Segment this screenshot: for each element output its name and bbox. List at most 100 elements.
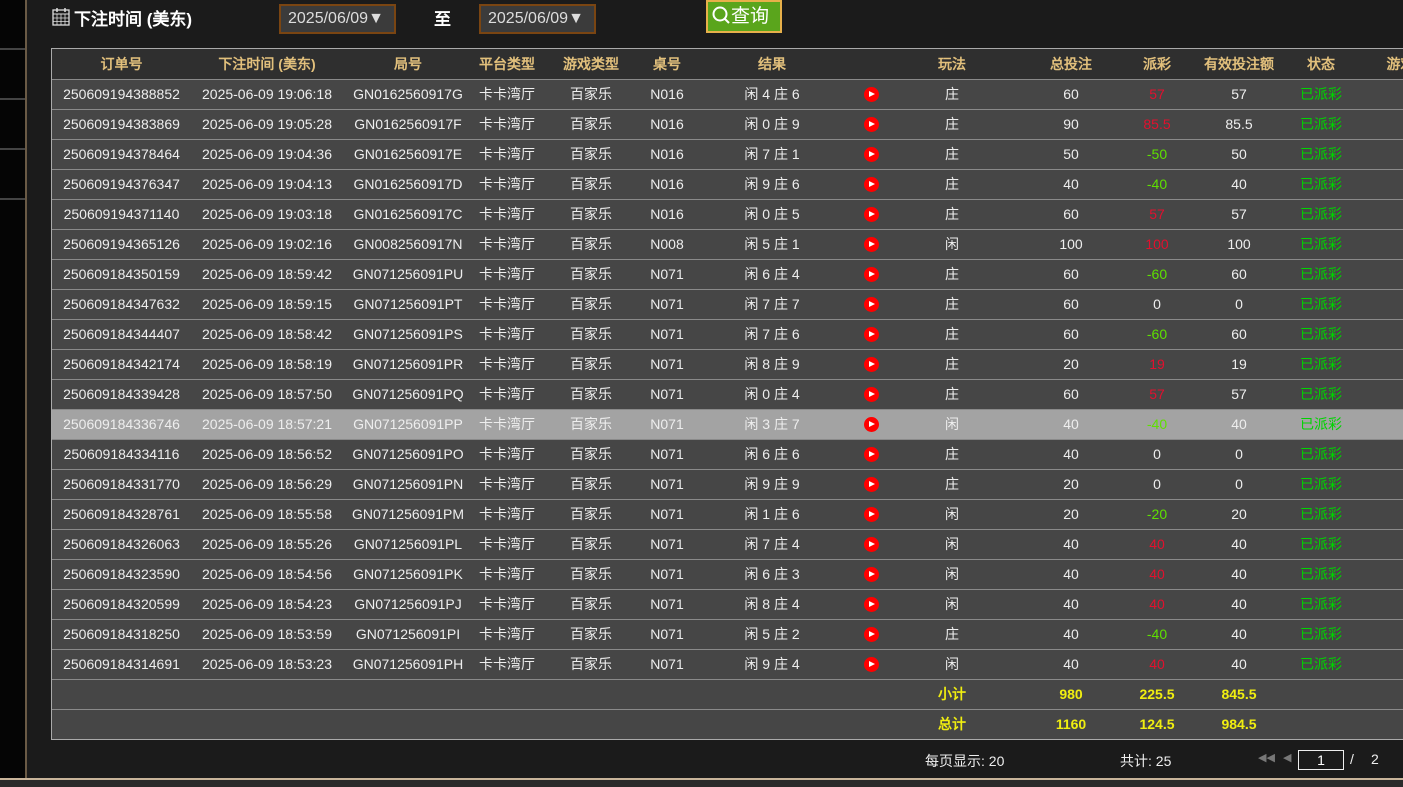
- total-bet-cell: 40: [1013, 619, 1129, 650]
- sidebar-item[interactable]: [0, 0, 25, 50]
- play-video-icon[interactable]: [863, 537, 879, 553]
- sidebar-item[interactable]: [0, 150, 25, 200]
- table-row[interactable]: 250609184347632 2025-06-09 18:59:15 GN0712…: [52, 289, 1403, 320]
- date-from-select[interactable]: 2025/06/09▼: [279, 4, 396, 34]
- status-cell: 已派彩: [1293, 559, 1349, 590]
- table-no-cell: N016: [641, 139, 693, 170]
- sidebar-item[interactable]: [0, 50, 25, 100]
- play-video-icon[interactable]: [863, 657, 879, 673]
- play-video-icon[interactable]: [863, 357, 879, 373]
- date-to-select[interactable]: 2025/06/09▼: [479, 4, 596, 34]
- play-video-icon[interactable]: [863, 147, 879, 163]
- platform-cell: 卡卡湾厅: [473, 289, 541, 320]
- bet-time-label: 下注时间 (美东): [74, 10, 193, 29]
- round-id-cell: GN071256091PI: [343, 619, 473, 650]
- round-id-cell: GN071256091PL: [343, 529, 473, 560]
- order-id-cell: 250609184344407: [52, 319, 191, 350]
- play-video-icon[interactable]: [863, 627, 879, 643]
- replay-cell: [851, 529, 891, 560]
- play-cell: 庄: [891, 259, 1013, 290]
- play-video-icon[interactable]: [863, 267, 879, 283]
- play-video-icon[interactable]: [863, 417, 879, 433]
- table-row[interactable]: 250609184326063 2025-06-09 18:55:26 GN0712…: [52, 529, 1403, 560]
- game-cell: [1349, 169, 1403, 200]
- payout-cell: -60: [1129, 259, 1185, 290]
- result-cell: 闲 7 庄 7: [693, 289, 851, 320]
- table-row[interactable]: 250609184336746 2025-06-09 18:57:21 GN0712…: [52, 409, 1403, 440]
- game-type-cell: 百家乐: [541, 289, 641, 320]
- bet-time-cell: 2025-06-09 18:58:19: [191, 349, 343, 380]
- play-video-icon[interactable]: [863, 237, 879, 253]
- payout-cell: 57: [1129, 379, 1185, 410]
- play-video-icon[interactable]: [863, 327, 879, 343]
- total-bet-cell: 60: [1013, 259, 1129, 290]
- total-bet-cell: 60: [1013, 79, 1129, 110]
- calendar-icon: [52, 8, 70, 26]
- game-cell: [1349, 289, 1403, 320]
- table-row[interactable]: 250609184334116 2025-06-09 18:56:52 GN0712…: [52, 439, 1403, 470]
- replay-cell: [851, 469, 891, 500]
- play-video-icon[interactable]: [863, 477, 879, 493]
- sidebar-item[interactable]: [0, 100, 25, 150]
- result-cell: 闲 1 庄 6: [693, 499, 851, 530]
- play-video-icon[interactable]: [863, 177, 879, 193]
- table-row[interactable]: 250609184323590 2025-06-09 18:54:56 GN0712…: [52, 559, 1403, 590]
- play-video-icon[interactable]: [863, 447, 879, 463]
- valid-bet-cell: 0: [1185, 289, 1293, 320]
- payout-cell: -60: [1129, 319, 1185, 350]
- play-video-icon[interactable]: [863, 597, 879, 613]
- table-row[interactable]: 250609194383869 2025-06-09 19:05:28 GN0162…: [52, 109, 1403, 140]
- table-no-cell: N071: [641, 259, 693, 290]
- round-id-cell: GN071256091PR: [343, 349, 473, 380]
- table-no-cell: N071: [641, 649, 693, 680]
- prev-page-icon[interactable]: ◀: [1283, 752, 1292, 764]
- game-cell: [1349, 529, 1403, 560]
- play-video-icon[interactable]: [863, 207, 879, 223]
- table-row[interactable]: 250609184350159 2025-06-09 18:59:42 GN0712…: [52, 259, 1403, 290]
- order-id-cell: 250609184323590: [52, 559, 191, 590]
- table-row[interactable]: 250609194365126 2025-06-09 19:02:16 GN0082…: [52, 229, 1403, 260]
- play-video-icon[interactable]: [863, 387, 879, 403]
- game-cell: [1349, 589, 1403, 620]
- sidebar: [0, 0, 27, 778]
- payout-cell: 0: [1129, 469, 1185, 500]
- table-row[interactable]: 250609194371140 2025-06-09 19:03:18 GN0162…: [52, 199, 1403, 230]
- replay-cell: [851, 169, 891, 200]
- payout-cell: 0: [1129, 439, 1185, 470]
- game-type-cell: 百家乐: [541, 559, 641, 590]
- table-row[interactable]: 250609184344407 2025-06-09 18:58:42 GN0712…: [52, 319, 1403, 350]
- table-row[interactable]: 250609184339428 2025-06-09 18:57:50 GN0712…: [52, 379, 1403, 410]
- play-video-icon[interactable]: [863, 117, 879, 133]
- valid-bet-cell: 57: [1185, 379, 1293, 410]
- play-video-icon[interactable]: [863, 297, 879, 313]
- valid-bet-cell: 40: [1185, 559, 1293, 590]
- valid-bet-cell: 60: [1185, 259, 1293, 290]
- bet-time-cell: 2025-06-09 19:02:16: [191, 229, 343, 260]
- table-row[interactable]: 250609184331770 2025-06-09 18:56:29 GN0712…: [52, 469, 1403, 500]
- table-row[interactable]: 250609184314691 2025-06-09 18:53:23 GN0712…: [52, 649, 1403, 680]
- game-cell: [1349, 409, 1403, 440]
- table-row[interactable]: 250609184328761 2025-06-09 18:55:58 GN0712…: [52, 499, 1403, 530]
- payout-cell: 85.5: [1129, 109, 1185, 140]
- game-type-cell: 百家乐: [541, 349, 641, 380]
- first-page-icon[interactable]: ◀◀: [1258, 752, 1275, 764]
- play-video-icon[interactable]: [863, 567, 879, 583]
- table-row[interactable]: 250609194388852 2025-06-09 19:06:18 GN0162…: [52, 79, 1403, 110]
- platform-cell: 卡卡湾厅: [473, 649, 541, 680]
- table-row[interactable]: 250609194378464 2025-06-09 19:04:36 GN0162…: [52, 139, 1403, 170]
- table-row[interactable]: 250609194376347 2025-06-09 19:04:13 GN0162…: [52, 169, 1403, 200]
- game-type-cell: 百家乐: [541, 589, 641, 620]
- query-button[interactable]: 查询: [706, 0, 782, 33]
- table-row[interactable]: 250609184318250 2025-06-09 18:53:59 GN0712…: [52, 619, 1403, 650]
- result-cell: 闲 0 庄 4: [693, 379, 851, 410]
- subtotal-total-bet: 980: [1013, 679, 1129, 710]
- play-video-icon[interactable]: [863, 87, 879, 103]
- play-video-icon[interactable]: [863, 507, 879, 523]
- total-bet-cell: 20: [1013, 349, 1129, 380]
- subtotal-label: 小计: [891, 679, 1013, 710]
- game-cell: [1349, 379, 1403, 410]
- table-row[interactable]: 250609184342174 2025-06-09 18:58:19 GN0712…: [52, 349, 1403, 380]
- page-input[interactable]: 1: [1298, 750, 1344, 770]
- table-row[interactable]: 250609184320599 2025-06-09 18:54:23 GN0712…: [52, 589, 1403, 620]
- game-type-cell: 百家乐: [541, 409, 641, 440]
